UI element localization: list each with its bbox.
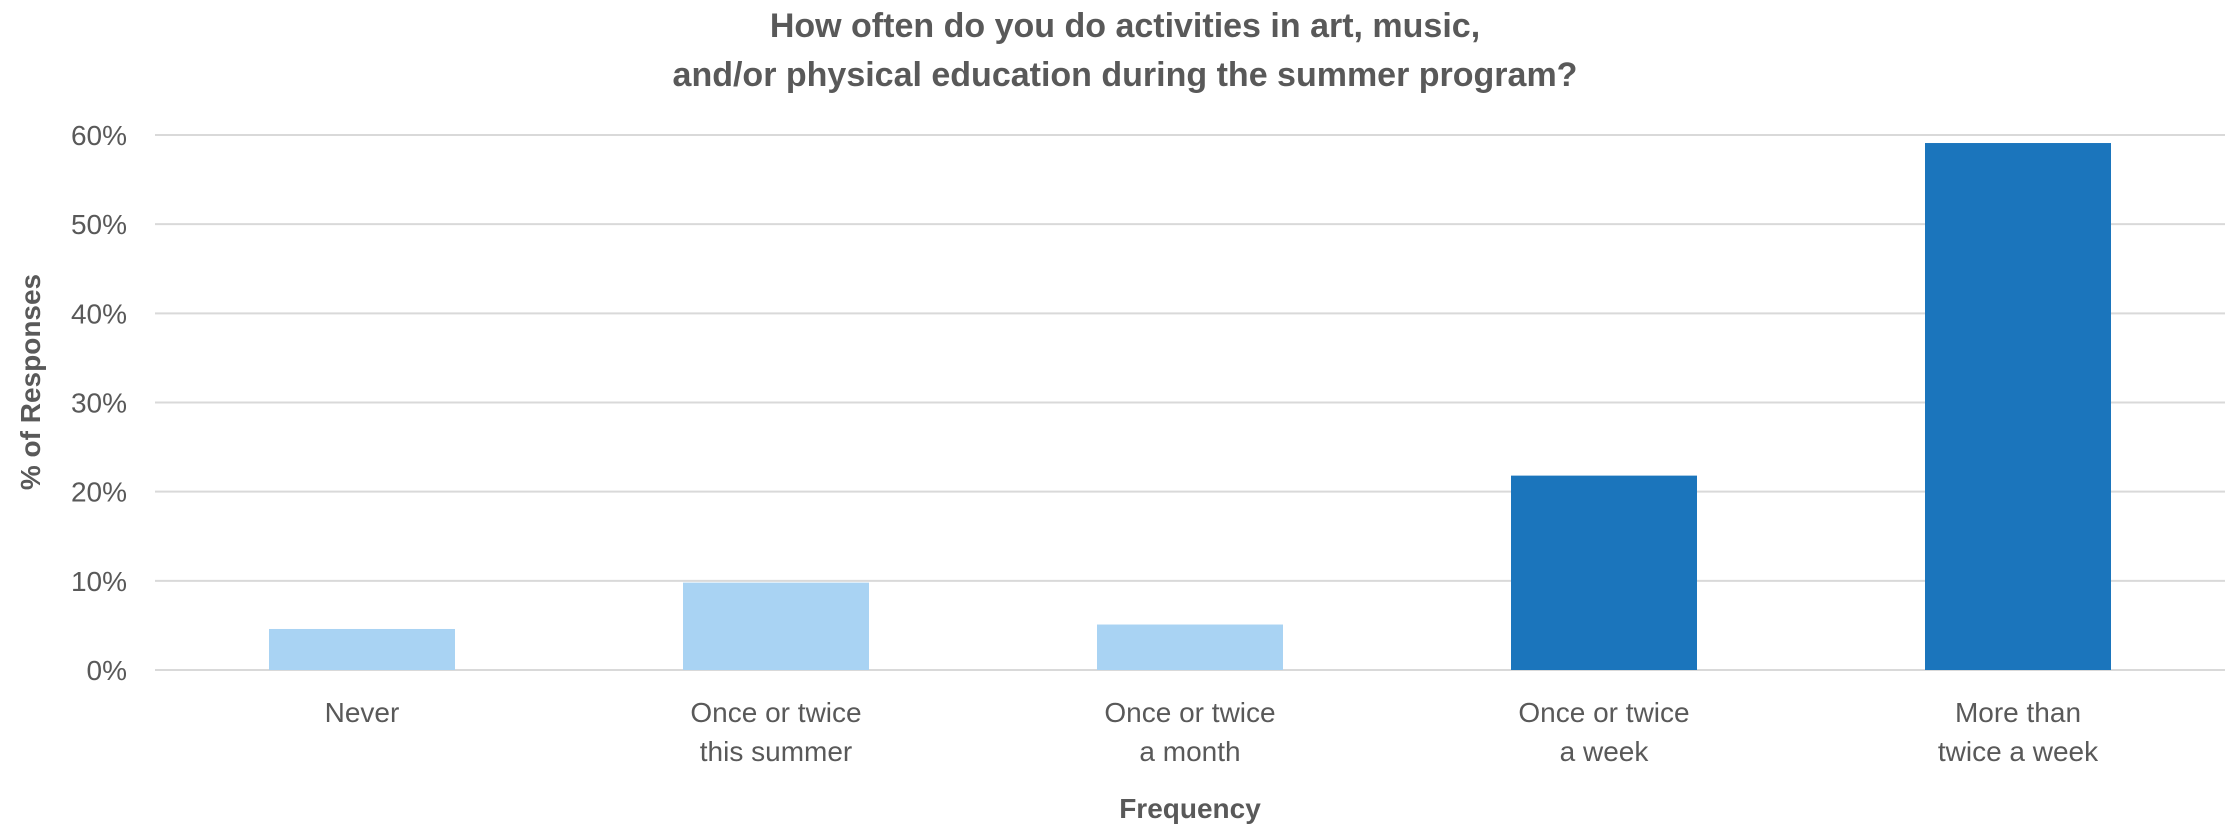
x-tick-label: More than twice a week — [1938, 697, 2099, 767]
chart-title-line-1: How often do you do activities in art, m… — [770, 7, 1480, 45]
x-tick-label: Once or twice a month — [1104, 697, 1275, 767]
y-tick-label: 20% — [71, 477, 127, 508]
gridlines — [155, 134, 2225, 671]
x-axis-ticks: Never Once or twice this summer Once or twi… — [325, 697, 2099, 767]
y-tick-label: 40% — [71, 298, 127, 329]
y-tick-label: 60% — [71, 120, 127, 151]
bar — [683, 582, 869, 670]
x-tick-label: Never — [325, 697, 400, 728]
x-tick-label: Once or twice this summer — [690, 697, 861, 767]
chart-title-line-2: and/or physical education during the sum… — [673, 56, 1578, 94]
bar — [1511, 475, 1697, 670]
y-axis-title: % of Responses — [15, 274, 46, 490]
x-tick-label: Once or twice a week — [1518, 697, 1689, 767]
bar — [1925, 143, 2111, 670]
bar — [1097, 624, 1283, 670]
y-axis-ticks: 0% 10% 20% 30% 40% 50% 60% — [71, 120, 127, 686]
bars — [269, 143, 2111, 670]
bar — [269, 628, 455, 670]
y-tick-label: 50% — [71, 209, 127, 240]
x-axis-title: Frequency — [1119, 793, 1261, 824]
y-tick-label: 30% — [71, 388, 127, 419]
y-tick-label: 10% — [71, 566, 127, 597]
y-tick-label: 0% — [87, 655, 127, 686]
